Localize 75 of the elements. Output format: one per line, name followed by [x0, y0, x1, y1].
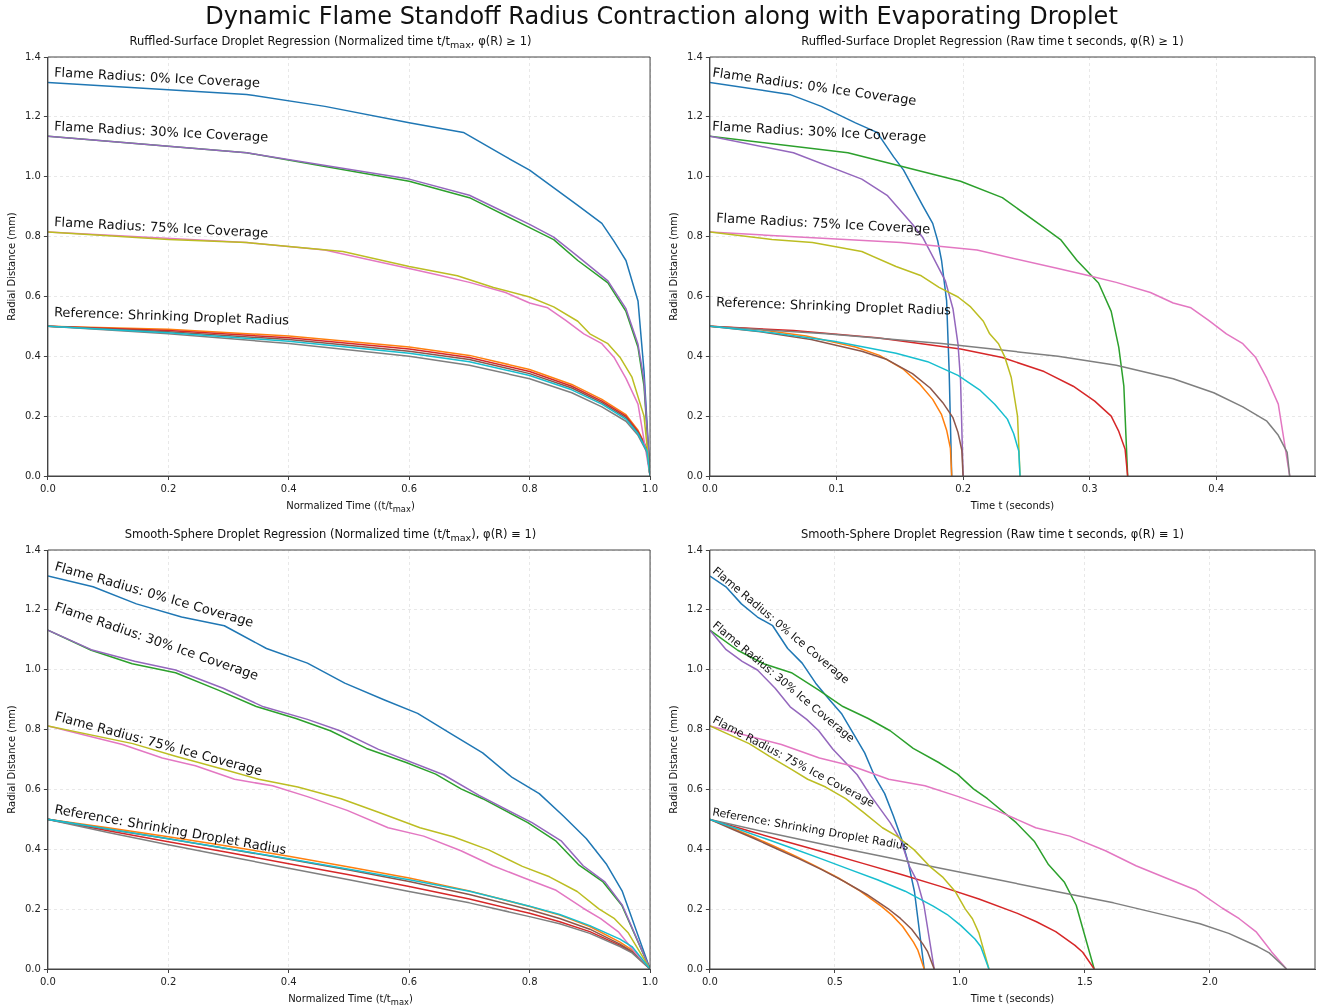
y-axis-title: Radial Distance (mm) — [5, 705, 17, 814]
x-tick-label: 0.3 — [1081, 482, 1098, 494]
annotation: Reference: Shrinking Droplet Radius — [53, 801, 288, 858]
chart-title: Smooth-Sphere Droplet Regression (Raw time t seconds, φ(R) ≡ 1) — [799, 527, 1186, 541]
y-tick-label: 1.2 — [25, 603, 41, 615]
x-tick-label: 0.0 — [701, 482, 718, 494]
x-tick-label: 0.8 — [521, 482, 538, 494]
x-tick-label: 0.4 — [280, 975, 297, 987]
y-tick-label: 0.4 — [687, 349, 703, 361]
x-axis-title: Normalized Time ((t/t$_{max}$) — [285, 500, 416, 514]
y-tick-label: 1.0 — [25, 663, 41, 675]
x-tick-label: 0.6 — [401, 975, 418, 987]
y-tick-label: 1.0 — [687, 170, 703, 182]
x-tick-label: 1.0 — [642, 482, 658, 494]
x-tick-label: 0.2 — [160, 975, 177, 987]
x-tick-label: 0.1 — [828, 482, 845, 494]
y-tick-label: 0.4 — [687, 842, 703, 854]
y-tick-label: 0.2 — [687, 902, 703, 914]
y-axis-title: Radial Distance (mm) — [5, 212, 17, 321]
y-tick-label: 1.4 — [687, 543, 703, 555]
y-tick-label: 1.4 — [687, 50, 703, 62]
x-tick-label: 0.6 — [401, 482, 418, 494]
x-tick-label: 1.0 — [642, 975, 658, 987]
y-tick-label: 0.6 — [25, 290, 41, 302]
y-tick-label: 0.6 — [687, 783, 703, 795]
annotation: Flame Radius: 30% Ice Coverage — [53, 118, 269, 145]
y-tick-label: 1.2 — [25, 110, 41, 122]
x-tick-label: 0.4 — [1208, 482, 1225, 494]
x-tick-label: 0.0 — [39, 975, 56, 987]
y-tick-label: 1.0 — [25, 170, 41, 182]
y-tick-label: 1.2 — [687, 110, 703, 122]
y-tick-label: 1.0 — [687, 663, 703, 675]
annotation: Flame Radius: 0% Ice Coverage — [53, 64, 261, 91]
x-tick-label: 0.4 — [280, 482, 297, 494]
annotation: Flame Radius: 75% Ice Coverage — [715, 210, 931, 237]
y-tick-label: 0.2 — [25, 409, 41, 421]
chart-subtitle: Ruffled-Surface Droplet Regression (Normalized time t/t$_{max}$, φ(R) ≥ 1) — [128, 34, 533, 51]
x-tick-label: 0.0 — [701, 975, 718, 987]
y-tick-label: 0.4 — [25, 349, 41, 361]
y-tick-label: 1.4 — [25, 543, 41, 555]
y-axis-title: Radial Distance (mm) — [667, 705, 679, 814]
x-tick-label: 1.0 — [951, 975, 968, 987]
x-tick-label: 0.0 — [39, 482, 56, 494]
y-tick-label: 0.0 — [25, 469, 41, 481]
y-tick-label: 0.8 — [25, 723, 41, 735]
y-axis-title: Radial Distance (mm) — [667, 212, 679, 321]
x-axis-title: Time t (seconds) — [969, 993, 1056, 1004]
y-tick-label: 0.8 — [687, 230, 703, 242]
x-axis-title: Time t (seconds) — [969, 500, 1056, 511]
y-tick-label: 0.0 — [687, 962, 703, 974]
x-tick-label: 1.5 — [1077, 975, 1093, 987]
y-tick-label: 1.4 — [25, 50, 41, 62]
x-tick-label: 0.2 — [955, 482, 972, 494]
chart-title: Smooth-Sphere Droplet Regression (Normalized time (t/t$_{max}$), φ(R) ≡ 1) — [123, 527, 538, 544]
x-tick-label: 0.5 — [826, 975, 843, 987]
chart-title: Ruffled-Surface Droplet Regression (Raw time t seconds, φ(R) ≥ 1) — [800, 34, 1185, 48]
x-axis-title: Normalized Time (t/t$_{max}$) — [287, 993, 414, 1007]
y-tick-label: 0.2 — [687, 409, 703, 421]
y-tick-label: 0.8 — [687, 723, 703, 735]
x-tick-label: 2.0 — [1202, 975, 1218, 987]
y-tick-label: 1.2 — [687, 603, 703, 615]
annotation: Reference: Shrinking Droplet Radius — [53, 304, 290, 328]
y-tick-label: 0.0 — [687, 469, 703, 481]
y-tick-label: 0.0 — [25, 962, 41, 974]
y-tick-label: 0.6 — [25, 783, 41, 795]
annotation: Flame Radius: 30% Ice Coverage — [711, 118, 927, 145]
x-tick-label: 0.8 — [521, 975, 538, 987]
y-tick-label: 0.6 — [687, 290, 703, 302]
annotation: Flame Radius: 75% Ice Coverage — [53, 214, 269, 241]
y-tick-label: 0.4 — [25, 842, 41, 854]
y-tick-label: 0.2 — [25, 902, 41, 914]
y-tick-label: 0.8 — [25, 230, 41, 242]
chart-title: Dynamic Flame Standoff Radius Contraction along with Evaporating Droplet — [204, 2, 1119, 30]
annotation: Flame Radius: 0% Ice Coverage — [711, 64, 918, 109]
x-tick-label: 0.2 — [160, 482, 177, 494]
